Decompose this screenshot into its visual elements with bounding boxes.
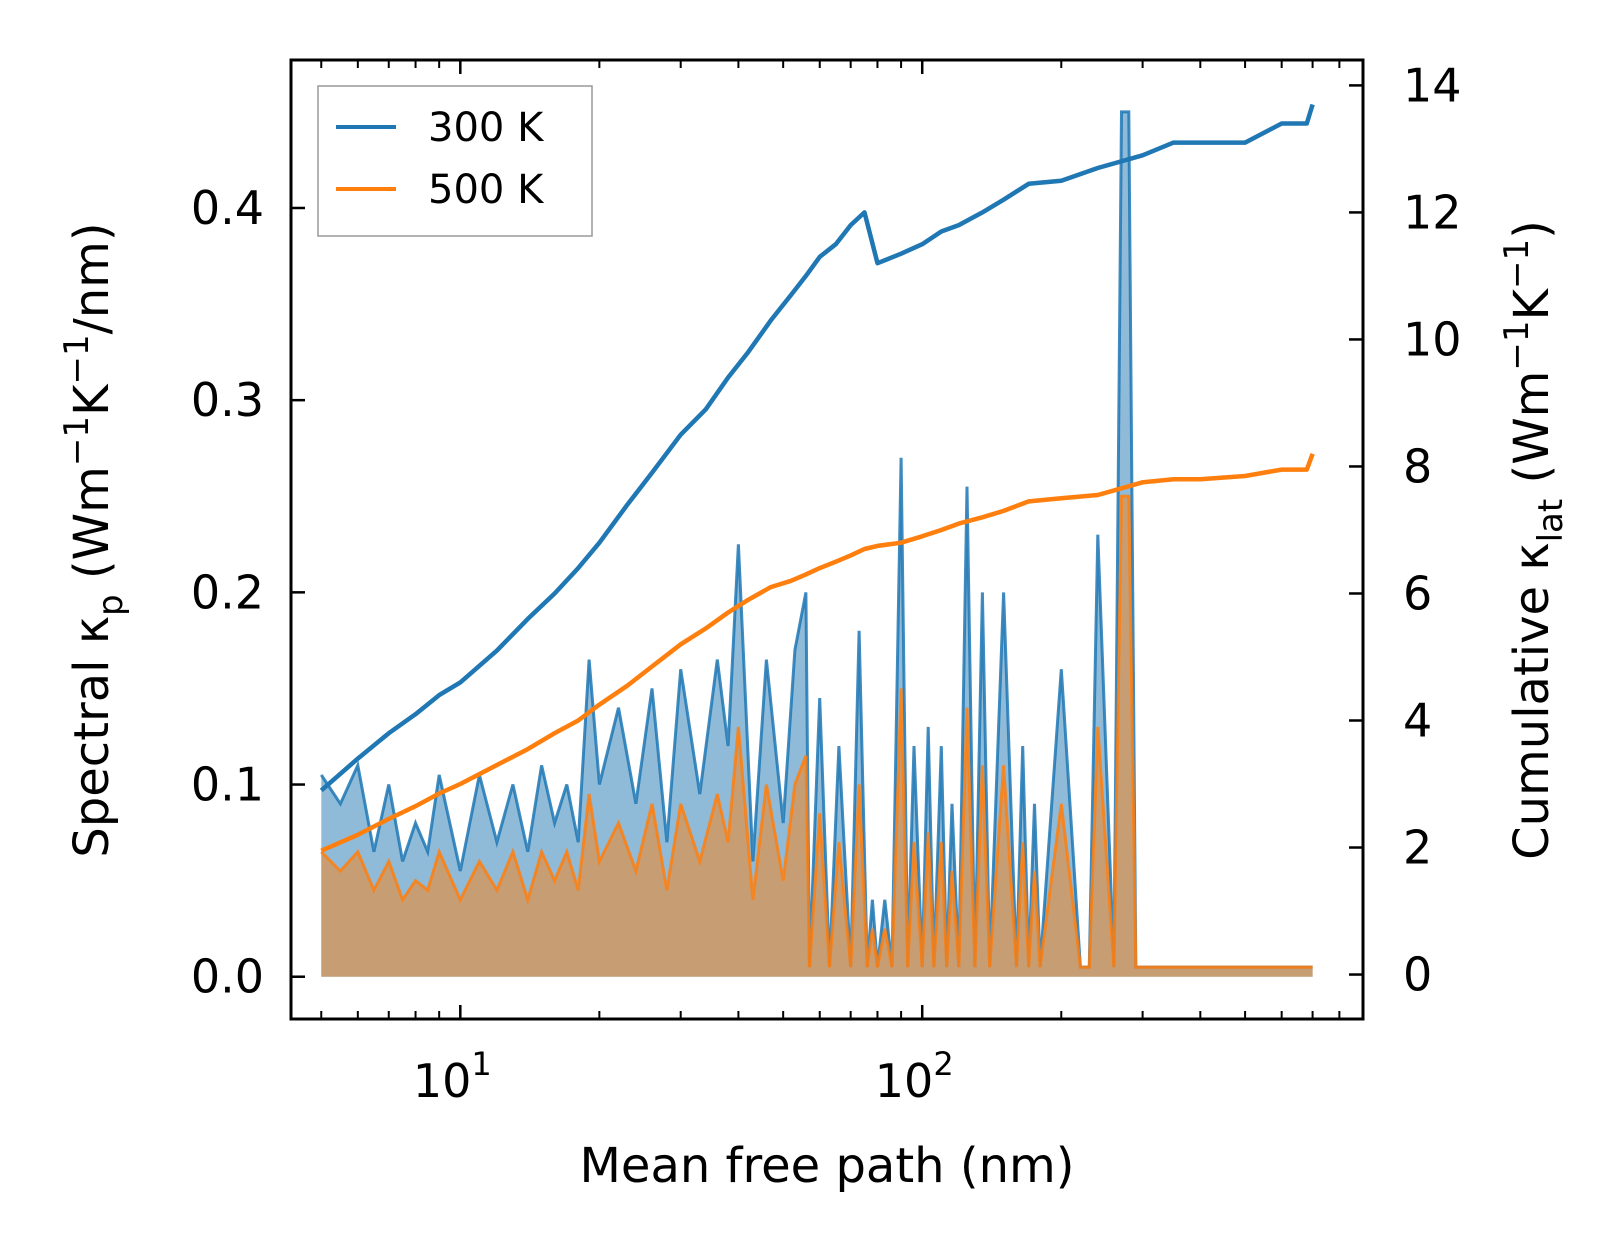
x-tick-label: 101	[413, 1045, 492, 1108]
spectral-line-500k	[320, 494, 1313, 969]
y-right-mid: K	[1504, 287, 1560, 320]
y-left-sub: p	[91, 594, 131, 616]
y-left-tick-label: 0.1	[191, 758, 264, 812]
y-left-mid: K	[64, 383, 120, 416]
x-tick-label: 102	[875, 1045, 954, 1108]
legend: 300 K 500 K	[317, 85, 593, 237]
y-right-tick-label: 10	[1403, 312, 1462, 366]
legend-box	[317, 85, 593, 237]
y-left-main: Spectral κ	[64, 616, 120, 858]
y-right-units-suffix: )	[1504, 220, 1560, 239]
y-left-tick-label: 0.0	[191, 950, 264, 1004]
y-left-units-prefix: (Wm	[64, 466, 120, 594]
spectral-area-500k	[321, 496, 1313, 977]
y-right-tick-label: 0	[1403, 948, 1432, 1002]
cumulative-line-500k	[320, 453, 1315, 853]
y-left-tick-label: 0.4	[191, 181, 264, 235]
y-right-tick-label: 4	[1403, 694, 1432, 748]
x-tick-exp: 2	[933, 1045, 953, 1083]
y-right-units-prefix: (Wm	[1504, 371, 1560, 499]
x-tick-exp: 1	[471, 1045, 491, 1083]
y-right-main: Cumulative κ	[1504, 542, 1560, 860]
y-left-units-suffix: /nm)	[64, 222, 120, 334]
y-right-tick-label: 14	[1403, 58, 1462, 112]
y-left-sup2: −1	[57, 334, 97, 384]
y-left-tick-label: 0.3	[191, 373, 264, 427]
cumulative-line-300k	[319, 103, 1315, 793]
x-tick-base: 10	[413, 1054, 472, 1108]
spectral-area-300k	[321, 111, 1313, 977]
y-right-sup2: −1	[1497, 239, 1537, 289]
y-right-sub: lat	[1531, 499, 1571, 543]
y-right-tick-label: 12	[1403, 185, 1462, 239]
spectral-line-300k	[320, 110, 1313, 969]
y-axis-right-title: Cumulative κlat (Wm−1K−1)	[1497, 220, 1571, 860]
y-left-sup1: −1	[57, 416, 97, 466]
x-axis-title: Mean free path (nm)	[580, 1138, 1075, 1194]
y-right-sup1: −1	[1497, 320, 1537, 370]
plot-area	[319, 103, 1315, 977]
y-axis-left-title: Spectral κp (Wm−1K−1/nm)	[57, 222, 131, 857]
legend-label-500k: 500 K	[428, 167, 545, 213]
y-right-tick-label: 8	[1403, 439, 1432, 493]
x-tick-base: 10	[875, 1054, 934, 1108]
y-right-tick-label: 2	[1403, 821, 1432, 875]
legend-label-300k: 300 K	[428, 105, 545, 151]
axes-frame	[289, 58, 1365, 1021]
y-left-tick-label: 0.2	[191, 565, 264, 619]
y-right-tick-label: 6	[1403, 566, 1432, 620]
